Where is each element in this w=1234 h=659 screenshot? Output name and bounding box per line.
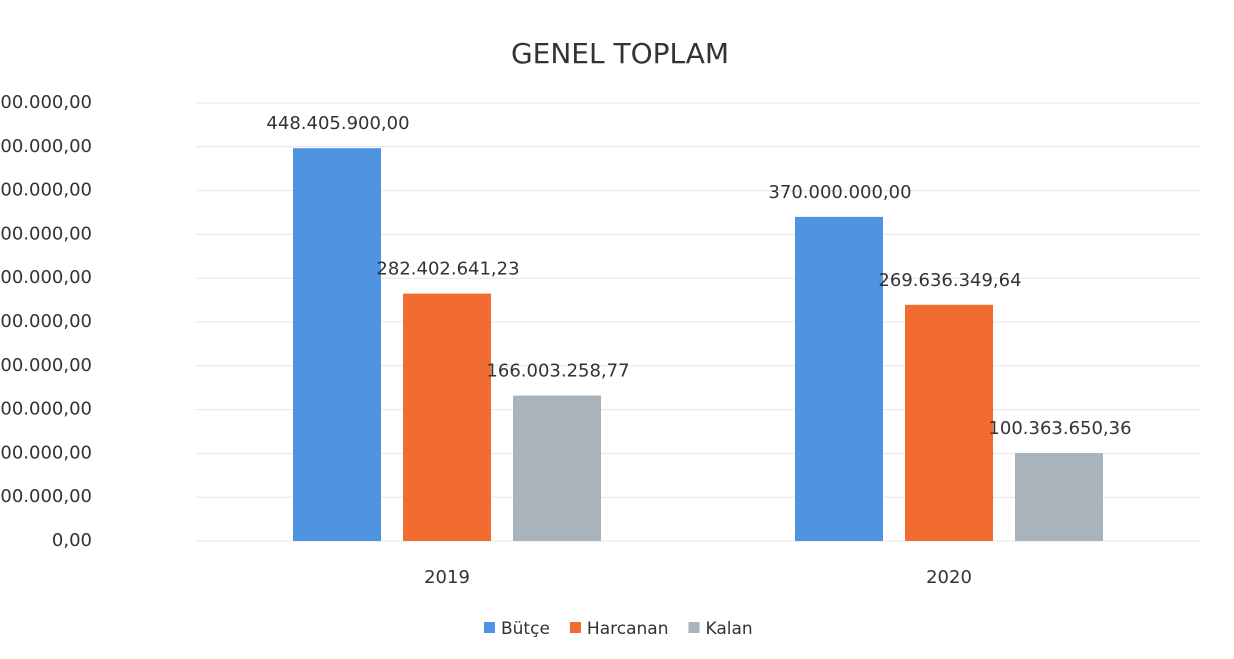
bar: [795, 216, 883, 541]
bar: [1015, 453, 1103, 541]
x-tick-label: 2020: [926, 567, 972, 588]
bar: [905, 304, 993, 541]
y-tick-label: 250.000.000,00: [0, 311, 92, 332]
bar: [513, 395, 601, 541]
data-label: 282.402.641,23: [376, 259, 519, 280]
y-tick-label: 150.000.000,00: [0, 399, 92, 420]
data-label: 370.000.000,00: [768, 182, 911, 203]
legend-label: Bütçe: [501, 619, 550, 639]
bar: [403, 293, 491, 541]
legend-swatch: [569, 622, 581, 633]
legend-swatch: [688, 622, 700, 633]
legend-label: Harcanan: [587, 619, 669, 639]
y-tick-label: 400.000.000,00: [0, 180, 92, 201]
data-label: 448.405.900,00: [266, 113, 409, 134]
x-tick-label: 2019: [424, 567, 470, 588]
y-tick-label: 500.000.000,00: [0, 92, 92, 113]
y-tick-label: 450.000.000,00: [0, 136, 92, 157]
data-label: 269.636.349,64: [878, 270, 1021, 291]
bar: [293, 148, 381, 542]
y-tick-label: 50.000.000,00: [0, 486, 92, 507]
y-tick-label: 300.000.000,00: [0, 267, 92, 288]
y-tick-label: 100.000.000,00: [0, 442, 92, 463]
y-tick-label: 0,00: [52, 530, 92, 551]
y-tick-label: 350.000.000,00: [0, 223, 92, 244]
data-label: 100.363.650,36: [988, 418, 1131, 439]
legend-label: Kalan: [705, 619, 752, 639]
y-tick-label: 200.000.000,00: [0, 355, 92, 376]
chart-title: GENEL TOPLAM: [511, 37, 729, 70]
data-label: 166.003.258,77: [486, 361, 629, 382]
legend-swatch: [484, 622, 495, 633]
